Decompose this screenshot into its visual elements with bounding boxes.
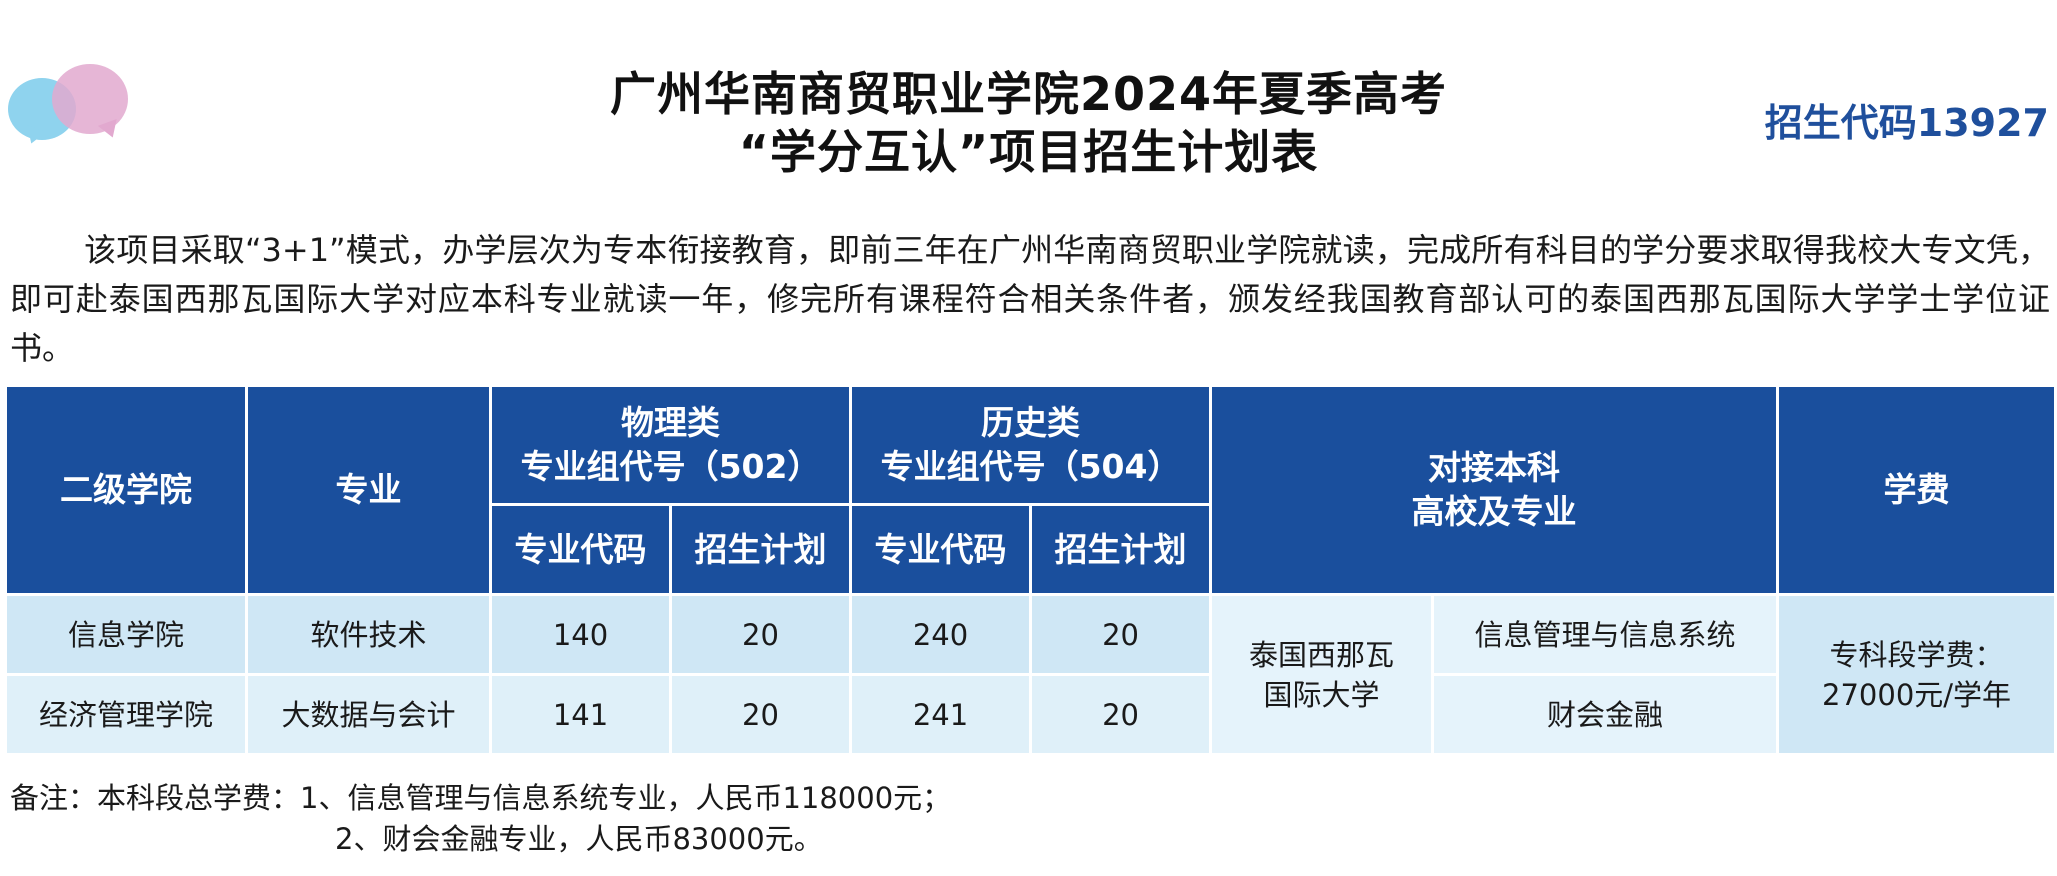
enrollment-code: 招生代码13927: [1764, 101, 2049, 145]
cell-history-plan: 20: [1029, 593, 1213, 676]
header-history: 历史类 专业组代号（504）: [849, 384, 1213, 506]
cell-history-code: 241: [849, 673, 1033, 756]
cell-physics-plan: 20: [668, 673, 853, 756]
cell-partner-school: 泰国西那瓦 国际大学: [1209, 593, 1435, 756]
fee-line2: 27000元/学年: [1822, 677, 2012, 712]
cell-partner-major: 信息管理与信息系统: [1431, 593, 1780, 676]
header-partner: 对接本科 高校及专业: [1209, 384, 1780, 596]
fee-line1: 专科段学费：: [1829, 637, 2004, 672]
header-major: 专业: [245, 384, 492, 596]
table-row: 经济管理学院 大数据与会计 141 20 241 20 财会金融: [4, 673, 2056, 756]
header-physics: 物理类 专业组代号（502）: [488, 384, 853, 506]
enrollment-plan-table: 二级学院 专业 物理类 专业组代号（502） 历史类 专业组代号（504） 对接…: [4, 384, 2057, 756]
header-history-line2: 专业组代号（504）: [880, 447, 1181, 486]
footnote-line2: 2、财会金融专业，人民币83000元。: [335, 822, 823, 856]
cell-physics-plan: 20: [668, 593, 853, 676]
header-physics-line1: 物理类: [621, 403, 720, 442]
header-history-major-code: 专业代码: [849, 503, 1033, 596]
header-history-line1: 历史类: [981, 403, 1081, 442]
cell-fee: 专科段学费： 27000元/学年: [1776, 593, 2057, 756]
page-title-line2: “学分互认”项目招生计划表: [738, 125, 1319, 179]
header-physics-major-code: 专业代码: [489, 503, 672, 596]
footnote-line1: 备注：本科段总学费：1、信息管理与信息系统专业，人民币118000元；: [10, 781, 952, 815]
partner-school-line2: 国际大学: [1263, 677, 1380, 712]
cell-college: 信息学院: [4, 593, 248, 676]
table-row: 信息学院 软件技术 140 20 240 20 泰国西那瓦 国际大学 信息管理与…: [4, 593, 2057, 756]
cell-major: 大数据与会计: [245, 673, 492, 756]
chat-bubble-pink-icon: [52, 64, 128, 134]
cell-physics-code: 141: [489, 673, 672, 756]
header-physics-enroll-plan: 招生计划: [668, 503, 853, 596]
intro-paragraph: 该项目采取“3+1”模式，办学层次为专本衔接教育，即前三年在广州华南商贸职业学院…: [10, 226, 2050, 373]
page-title-line1: 广州华南商贸职业学院2024年夏季高考: [609, 67, 1448, 121]
cell-college: 经济管理学院: [4, 673, 248, 756]
cell-history-plan: 20: [1029, 673, 1213, 756]
cell-major: 软件技术: [245, 593, 492, 676]
footnote: 备注：本科段总学费：1、信息管理与信息系统专业，人民币118000元； 2、财会…: [10, 778, 951, 860]
header-fee: 学费: [1776, 384, 2057, 596]
header-physics-line2: 专业组代号（502）: [520, 447, 821, 486]
cell-partner-major: 财会金融: [1431, 673, 1780, 756]
header-college: 二级学院: [4, 384, 248, 596]
header-history-enroll-plan: 招生计划: [1029, 503, 1213, 596]
intro-text: 该项目采取“3+1”模式，办学层次为专本衔接教育，即前三年在广州华南商贸职业学院…: [10, 231, 2050, 367]
header-partner-line1: 对接本科: [1428, 448, 1561, 487]
header-partner-line2: 高校及专业: [1411, 492, 1577, 531]
cell-physics-code: 140: [489, 593, 672, 676]
cell-history-code: 240: [849, 593, 1033, 676]
partner-school-line1: 泰国西那瓦: [1249, 637, 1395, 672]
